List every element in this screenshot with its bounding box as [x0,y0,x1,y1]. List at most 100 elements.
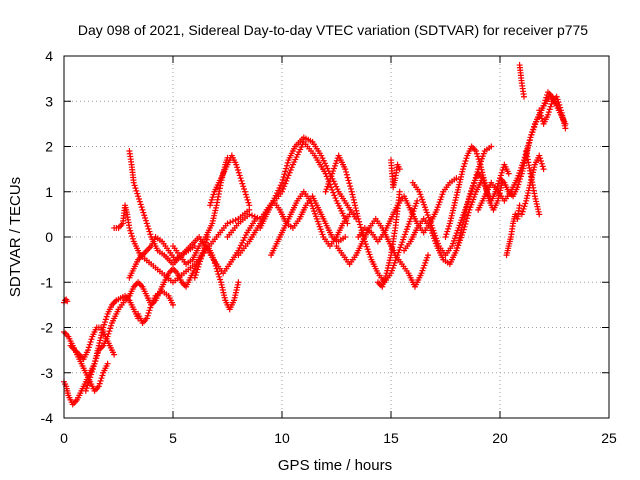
data-point [281,171,288,178]
data-point [107,325,114,332]
data-point [473,148,480,155]
data-point [227,219,234,226]
data-series-arc-32 [516,62,527,100]
data-point [346,180,353,187]
data-point [96,380,103,387]
data-point [249,212,256,219]
data-point [224,220,231,227]
data-series-arc-19 [333,215,432,290]
data-point [382,272,389,279]
data-point [481,180,488,187]
data-point [88,336,95,343]
data-point [235,279,242,286]
data-point [469,185,476,192]
data-point [529,129,536,136]
data-point [515,181,522,188]
data-series-arc-29 [503,202,523,259]
data-point [537,110,544,117]
data-point [468,187,475,194]
data-point [209,252,216,259]
data-point [538,115,545,122]
data-point [350,194,357,201]
data-series-arc-17 [268,188,353,259]
data-point [530,126,537,133]
data-point [519,208,526,215]
data-point [286,169,293,176]
data-point [283,177,290,184]
data-series-arc-21 [374,188,403,290]
data-point [537,157,544,164]
data-series-arc-26 [453,161,512,254]
data-point [343,171,350,178]
data-point [353,207,360,214]
data-point [330,189,337,196]
data-point [396,166,403,173]
data-point [351,199,358,206]
data-point [232,217,239,224]
data-point [467,190,474,197]
data-point [199,250,206,257]
data-point [466,193,473,200]
data-point [97,377,104,384]
data-point [518,211,525,218]
data-point [197,255,204,262]
data-point [352,205,359,212]
data-point [136,198,143,205]
data-point [516,178,523,185]
data-point [242,191,249,198]
data-point [540,166,547,173]
data-series-arc-25 [442,143,506,240]
data-point [147,304,154,311]
data-point [192,272,199,279]
data-point [554,96,561,103]
data-point [282,180,289,187]
data-point [463,155,470,162]
data-point [85,344,92,351]
data-point [445,223,452,230]
data-point [425,252,432,259]
data-point [380,281,387,288]
data-point [528,131,535,138]
data-point [132,185,139,192]
data-point [198,253,205,260]
data-point [347,185,354,192]
data-point [461,160,468,167]
data-point [98,375,105,382]
data-point [556,101,563,108]
data-point [469,182,476,189]
chart-title: Day 098 of 2021, Sidereal Day-to-day VTE… [78,22,588,38]
data-point [445,225,452,232]
data-point [443,231,450,238]
data-point [494,183,501,190]
data-point [217,276,224,283]
data-point [234,164,241,171]
data-point [141,212,148,219]
data-point [95,383,102,390]
data-point [342,234,349,240]
data-point [102,316,109,323]
data-point [285,172,292,179]
data-point [237,175,244,182]
data-point [244,196,251,203]
data-point [356,221,363,228]
data-point [196,261,203,268]
data-point [453,175,460,182]
data-point [538,160,545,167]
y-tick-label: -2 [41,320,54,336]
data-point [229,218,236,225]
data-point [545,109,552,116]
data-point [557,104,564,111]
data-point [215,271,222,278]
data-point [100,324,107,331]
data-point [195,263,202,270]
data-point [241,186,248,193]
data-point [142,214,149,221]
data-point [254,214,261,221]
data-point [414,197,421,204]
data-point [146,228,153,235]
data-point [520,205,527,212]
data-point [129,235,136,242]
data-point [287,167,294,174]
data-point [347,183,354,190]
